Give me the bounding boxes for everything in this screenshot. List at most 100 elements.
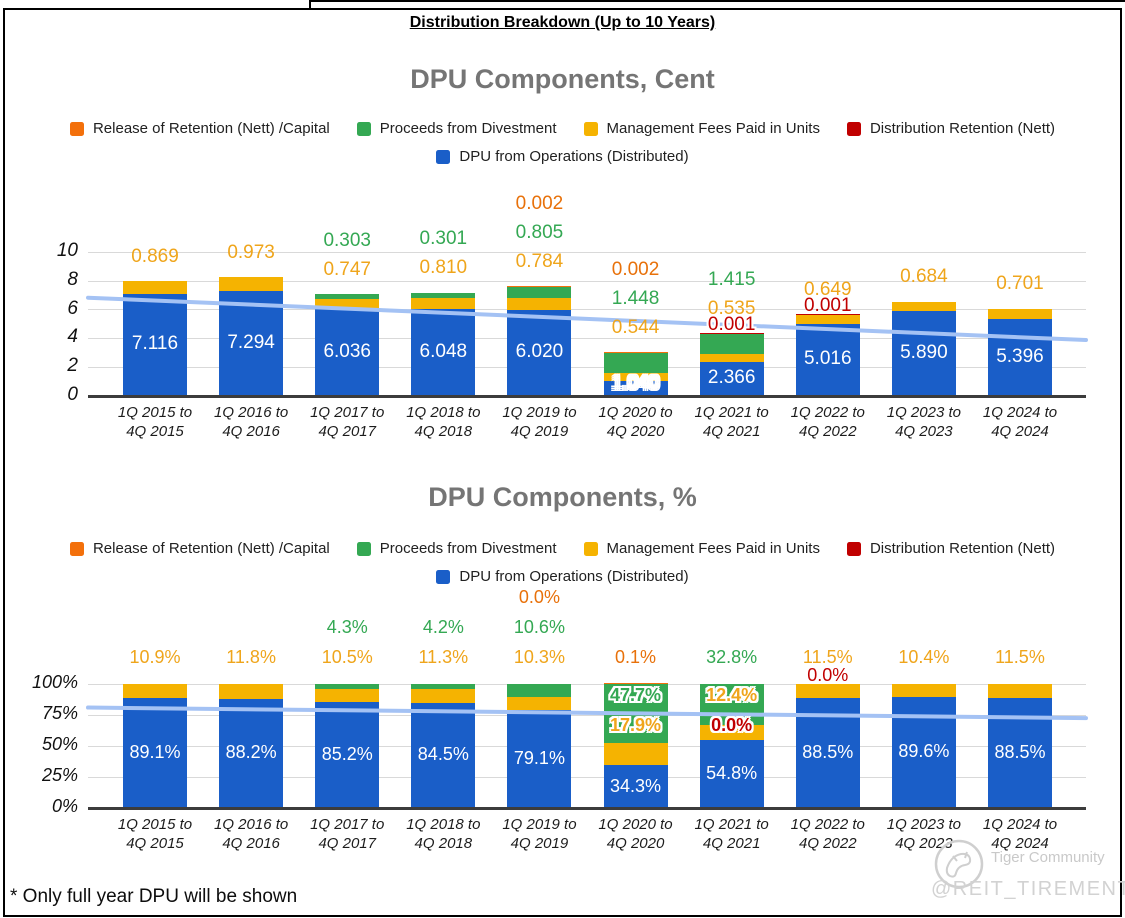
bar-segment-divest (315, 294, 380, 299)
bar-value-label: 6.048 (419, 340, 468, 362)
x-axis-category-label: 1Q 2022 to 4Q 2022 (790, 816, 865, 852)
bar-segment-ops (507, 709, 572, 808)
bar-value-label: 10.5% (321, 646, 373, 667)
y-axis-tick-label: 100% (31, 672, 78, 693)
bar-value-label: 0.747 (323, 258, 371, 280)
bar-segment-mgmt (891, 301, 956, 312)
bar-segment-mgmt (123, 684, 187, 698)
bar-value-label: 0.784 (515, 251, 564, 272)
x-axis-category-label: 1Q 2016 to 4Q 2016 (213, 404, 289, 440)
watermark: Tiger Community @REIT_TIREMENT (925, 834, 1125, 909)
x-axis-category-label: 1Q 2023 to 4Q 2023 (886, 404, 961, 440)
legend-swatch-icon (69, 121, 84, 136)
legend-swatch-icon (583, 541, 598, 556)
bar-segment-mgmt (699, 724, 764, 741)
x-axis-category-label: 1Q 2024 to 4Q 2024 (982, 816, 1058, 852)
footnote: * Only full year DPU will be shown (10, 886, 298, 907)
x-axis-category-label: 1Q 2023 to 4Q 2023 (886, 816, 961, 852)
legend-item-label: Distribution Retention (Nett) (869, 540, 1056, 557)
bar-value-label: 0.1% (615, 646, 657, 667)
bar-value-label: 10.9% (129, 646, 181, 667)
bar-segment-ops (603, 765, 668, 808)
bar-segment-mgmt (123, 281, 187, 294)
bar-value-label: 0.002 (611, 258, 660, 280)
bar-value-label: 47.7% (610, 684, 662, 705)
bar-segment-divest (507, 286, 572, 299)
x-axis-category-label: 1Q 2015 to 4Q 2015 (117, 816, 193, 852)
bar-segment-mgmt (603, 373, 668, 382)
bar-value-label: 10.6% (513, 616, 565, 637)
y-axis-tick-label: 0% (51, 796, 78, 817)
bar-segment-mgmt (699, 354, 764, 363)
bar-segment-ops (699, 362, 764, 396)
legend-item-label: Release of Retention (Nett) /Capital (92, 120, 330, 137)
bar-value-label: 5.890 (900, 341, 948, 363)
bar-segment-mgmt (507, 697, 572, 710)
bar-value-label: 0.001 (803, 294, 852, 316)
bar-value-label: 17.9% (610, 714, 662, 735)
legend-swatch-icon (356, 541, 371, 556)
legend-item-release: Release of Retention (Nett) /Capital (69, 540, 330, 557)
bar-value-label: 0.0% (807, 664, 849, 685)
y-axis-tick-label: 2 (67, 354, 78, 376)
y-axis-tick-label: 6 (67, 297, 78, 319)
bar-segment-mgmt (891, 684, 956, 697)
bar-segment-mgmt (507, 298, 572, 310)
legend-item-mgmt: Management Fees Paid in Units (583, 120, 820, 137)
gridline (88, 776, 1086, 778)
gridline (88, 683, 1086, 685)
bar-segment-mgmt (795, 684, 860, 699)
legend-swatch-icon (846, 541, 861, 556)
legend-item-mgmt: Management Fees Paid in Units (583, 540, 820, 557)
legend-row: DPU from Operations (Distributed) (20, 568, 1105, 585)
legend-item-retention: Distribution Retention (Nett) (846, 120, 1055, 137)
bar-value-label: 0.973 (227, 241, 275, 263)
x-axis-category-label: 1Q 2016 to 4Q 2016 (213, 816, 289, 852)
bar-value-label: 88.5% (994, 741, 1046, 762)
bar-segment-mgmt (411, 297, 476, 310)
gridline (88, 366, 1086, 368)
x-axis-category-label: 1Q 2018 to 4Q 2018 (406, 404, 481, 440)
bar-segment-mgmt (219, 277, 284, 292)
legend-swatch-icon (436, 149, 451, 164)
legend-item-release: Release of Retention (Nett) /Capital (69, 120, 330, 137)
bar-value-label: 1.415 (707, 269, 756, 291)
legend-item-label: Proceeds from Divestment (379, 540, 557, 557)
legend-swatch-icon (69, 541, 84, 556)
x-axis-category-label: 1Q 2021 to 4Q 2021 (694, 404, 769, 440)
spreadsheet-cell-border-vertical (309, 0, 311, 9)
bar-value-label: 4.2% (422, 616, 464, 637)
gridline (88, 252, 1086, 253)
bar-value-label: 5.396 (996, 345, 1044, 367)
x-axis-category-label: 1Q 2019 to 4Q 2019 (502, 404, 577, 440)
legend-item-label: Management Fees Paid in Units (606, 540, 820, 557)
bar-segment-ops (411, 703, 476, 808)
bar-segment-mgmt (315, 689, 380, 703)
bar-segment-divest (603, 352, 668, 374)
y-axis-tick-label: 75% (41, 703, 78, 724)
bar-value-label: 5.016 (803, 348, 852, 370)
bar-value-label: 7.294 (227, 331, 275, 353)
x-axis-baseline (88, 807, 1086, 810)
y-axis-tick-label: 4 (67, 326, 78, 348)
legend-item-retention: Distribution Retention (Nett) (846, 540, 1056, 557)
x-axis-category-label: 1Q 2021 to 4Q 2021 (694, 816, 769, 852)
bar-segment-mgmt (315, 298, 380, 310)
bar-value-label: 0.0% (518, 586, 560, 607)
legend-swatch-icon (583, 121, 598, 136)
bar-value-label: 0.303 (323, 229, 371, 251)
x-axis-category-label: 1Q 2024 to 4Q 2024 (982, 404, 1058, 440)
bar-value-label: 88.2% (225, 742, 277, 763)
legend-item-ops: DPU from Operations (Distributed) (436, 568, 689, 585)
bar-value-label: 0.544 (611, 316, 660, 338)
bar-segment-release (603, 351, 668, 353)
legend-item-label: Management Fees Paid in Units (606, 120, 820, 137)
legend-item-label: Release of Retention (Nett) /Capital (92, 540, 330, 557)
bar-value-label: 84.5% (417, 744, 469, 765)
bar-value-label: 79.1% (513, 747, 565, 768)
x-axis-baseline (88, 395, 1086, 398)
legend-row: Release of Retention (Nett) /Capital Proc… (20, 120, 1105, 137)
bar-segment-divest (411, 684, 476, 690)
bar-value-label: 32.8% (706, 646, 758, 667)
